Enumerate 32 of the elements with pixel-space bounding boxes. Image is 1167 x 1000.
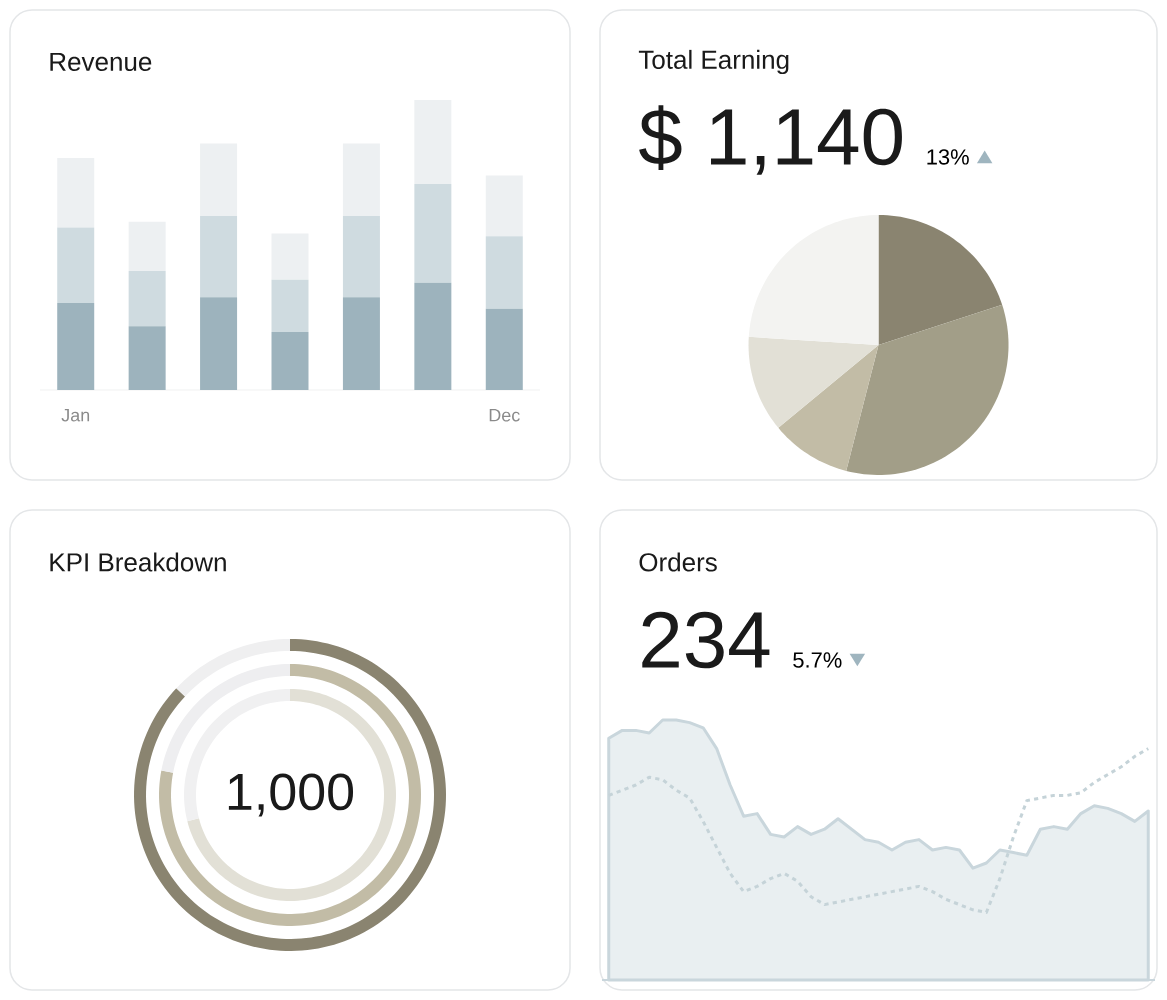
text: 13% [927,149,969,165]
chart-title: Orders [639,552,717,572]
text: 234 [642,611,770,669]
chart-title: Total Earning [638,49,789,75]
bar [342,216,380,298]
x-tick-label: Dec [489,408,520,422]
bar [414,282,452,390]
bar [200,216,238,298]
bar [414,100,452,185]
bar [485,308,523,390]
bar [57,303,95,390]
bar [57,227,95,303]
bar [414,184,452,283]
text: $ 1,140 [639,105,902,175]
bar [342,143,380,216]
bar [128,326,166,390]
bar [342,297,380,390]
bar [128,271,166,327]
bar [128,221,166,272]
chart-title: Revenue [50,52,152,72]
bar [200,297,238,390]
bar [271,279,309,332]
bar [57,158,95,228]
text: 1,000 [228,773,354,817]
x-tick-label: Jan [61,408,90,422]
bar [485,175,523,237]
bar [485,236,523,309]
bar [271,233,309,280]
bar [271,332,309,390]
text: 5.7% [793,652,842,668]
chart-title: KPI Breakdown [50,552,226,572]
bar [200,143,238,216]
